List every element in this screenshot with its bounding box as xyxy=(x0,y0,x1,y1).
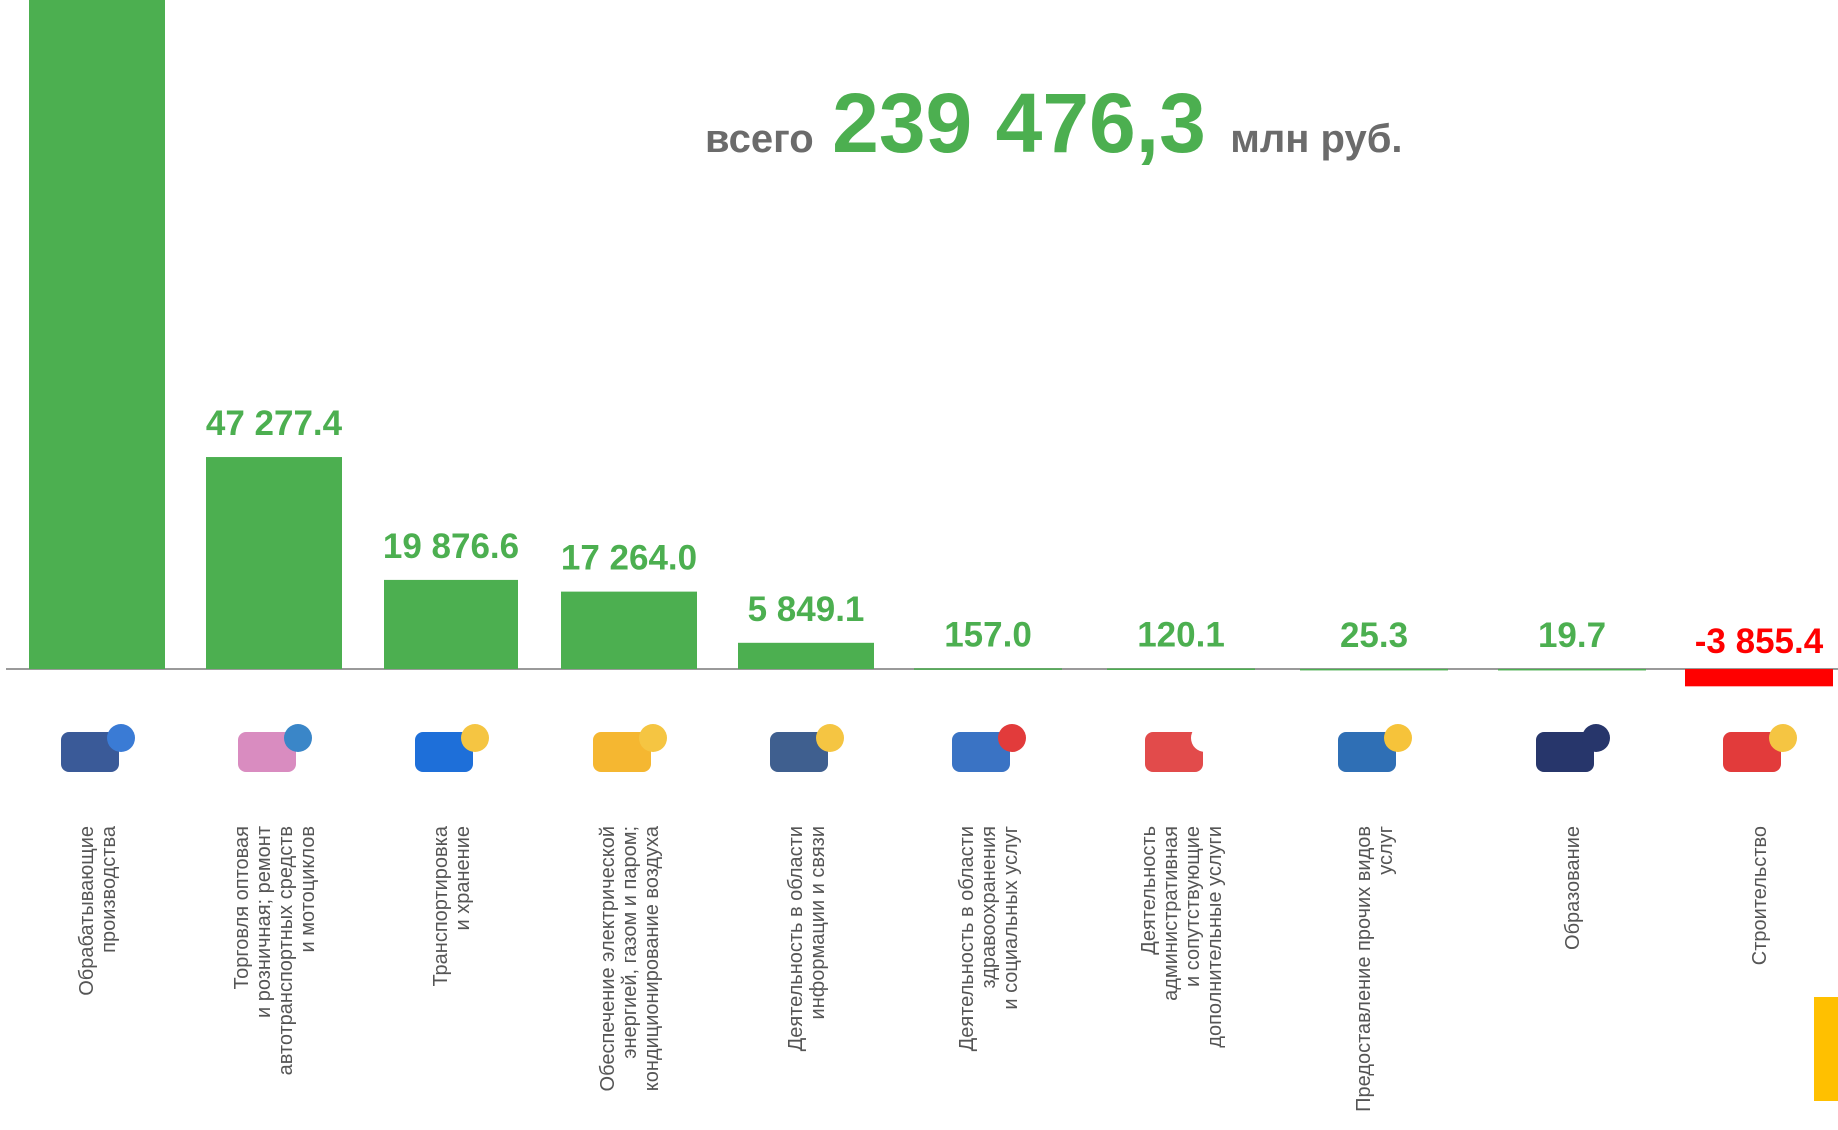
icon-shape xyxy=(461,724,489,752)
value-label: 19.7 xyxy=(1538,616,1606,655)
bar xyxy=(561,592,697,669)
bar xyxy=(1498,669,1646,671)
icon-shape xyxy=(1769,724,1797,752)
category-label: и сопутствующие xyxy=(1182,826,1204,987)
bar xyxy=(384,580,518,669)
category-label: Обрабатывающие xyxy=(76,826,98,996)
value-label: 47 277.4 xyxy=(206,404,343,443)
category-label: Предоставление прочих видов xyxy=(1353,826,1375,1112)
icon-shape xyxy=(284,724,312,752)
decoration xyxy=(1814,997,1838,1101)
icon-shape xyxy=(1384,724,1412,752)
category-label: Транспортировка xyxy=(430,825,452,986)
value-label: -3 855.4 xyxy=(1695,622,1824,661)
category-label: Строительство xyxy=(1749,826,1771,965)
icon-shape xyxy=(998,724,1026,752)
category-label: Обеспечение электрической xyxy=(597,826,619,1091)
category-icon xyxy=(1338,724,1412,772)
bar xyxy=(914,668,1062,670)
value-label: 5 849.1 xyxy=(748,590,865,629)
category-icon xyxy=(238,724,312,772)
bar xyxy=(1685,669,1833,686)
value-label: 19 876.6 xyxy=(383,527,519,566)
bar xyxy=(738,643,874,669)
icon-shape xyxy=(1582,724,1610,752)
category-icon xyxy=(1536,724,1610,772)
category-label: производства xyxy=(98,825,120,953)
chart: всего 239 476,3 млн руб. Обрабатывающиеп… xyxy=(0,0,1838,1130)
category-label: информации и связи xyxy=(807,826,829,1019)
icon-shape xyxy=(639,724,667,752)
category-label: Торговля оптовая xyxy=(231,826,253,989)
category-label: автотранспортных средств xyxy=(275,826,297,1075)
category-label: и мотоциклов xyxy=(297,826,319,952)
category-label: энергией, газом и паром; xyxy=(619,826,641,1059)
category-label: Образование xyxy=(1562,826,1584,950)
bar xyxy=(29,0,165,669)
total-heading: всего 239 476,3 млн руб. xyxy=(705,76,1403,170)
category-icon xyxy=(770,724,844,772)
category-label: Деятельность в области xyxy=(956,826,978,1051)
category-label: административная xyxy=(1160,826,1182,1001)
total-unit: млн руб. xyxy=(1230,117,1402,161)
category-label: и розничная; ремонт xyxy=(253,826,275,1018)
value-label: 120.1 xyxy=(1137,615,1225,654)
category-label: Деятельность в области xyxy=(785,826,807,1051)
icon-shape xyxy=(816,724,844,752)
category-icon xyxy=(593,724,667,772)
category-icon xyxy=(1723,724,1797,772)
category-label: и хранение xyxy=(452,826,474,930)
category-icon xyxy=(952,724,1026,772)
bar xyxy=(1300,669,1448,671)
category-label: и социальных услуг xyxy=(1000,826,1022,1010)
category-icon xyxy=(61,724,135,772)
category-label: услуг xyxy=(1375,826,1397,875)
category-label: здравоохранения xyxy=(978,826,1000,989)
total-prefix: всего xyxy=(705,117,814,161)
bar xyxy=(206,457,342,669)
value-label: 17 264.0 xyxy=(561,539,697,578)
total-value: 239 476,3 xyxy=(832,76,1206,170)
icon-shape xyxy=(1191,724,1219,752)
value-label: 25.3 xyxy=(1340,616,1408,655)
category-label: дополнительные услуги xyxy=(1204,826,1226,1048)
bar xyxy=(1107,668,1255,670)
icon-shape xyxy=(107,724,135,752)
category-label: кондиционирование воздуха xyxy=(641,825,663,1091)
category-icon xyxy=(1145,724,1219,772)
value-label: 157.0 xyxy=(944,615,1032,654)
category-label: Деятельность xyxy=(1138,826,1160,955)
category-icon xyxy=(415,724,489,772)
